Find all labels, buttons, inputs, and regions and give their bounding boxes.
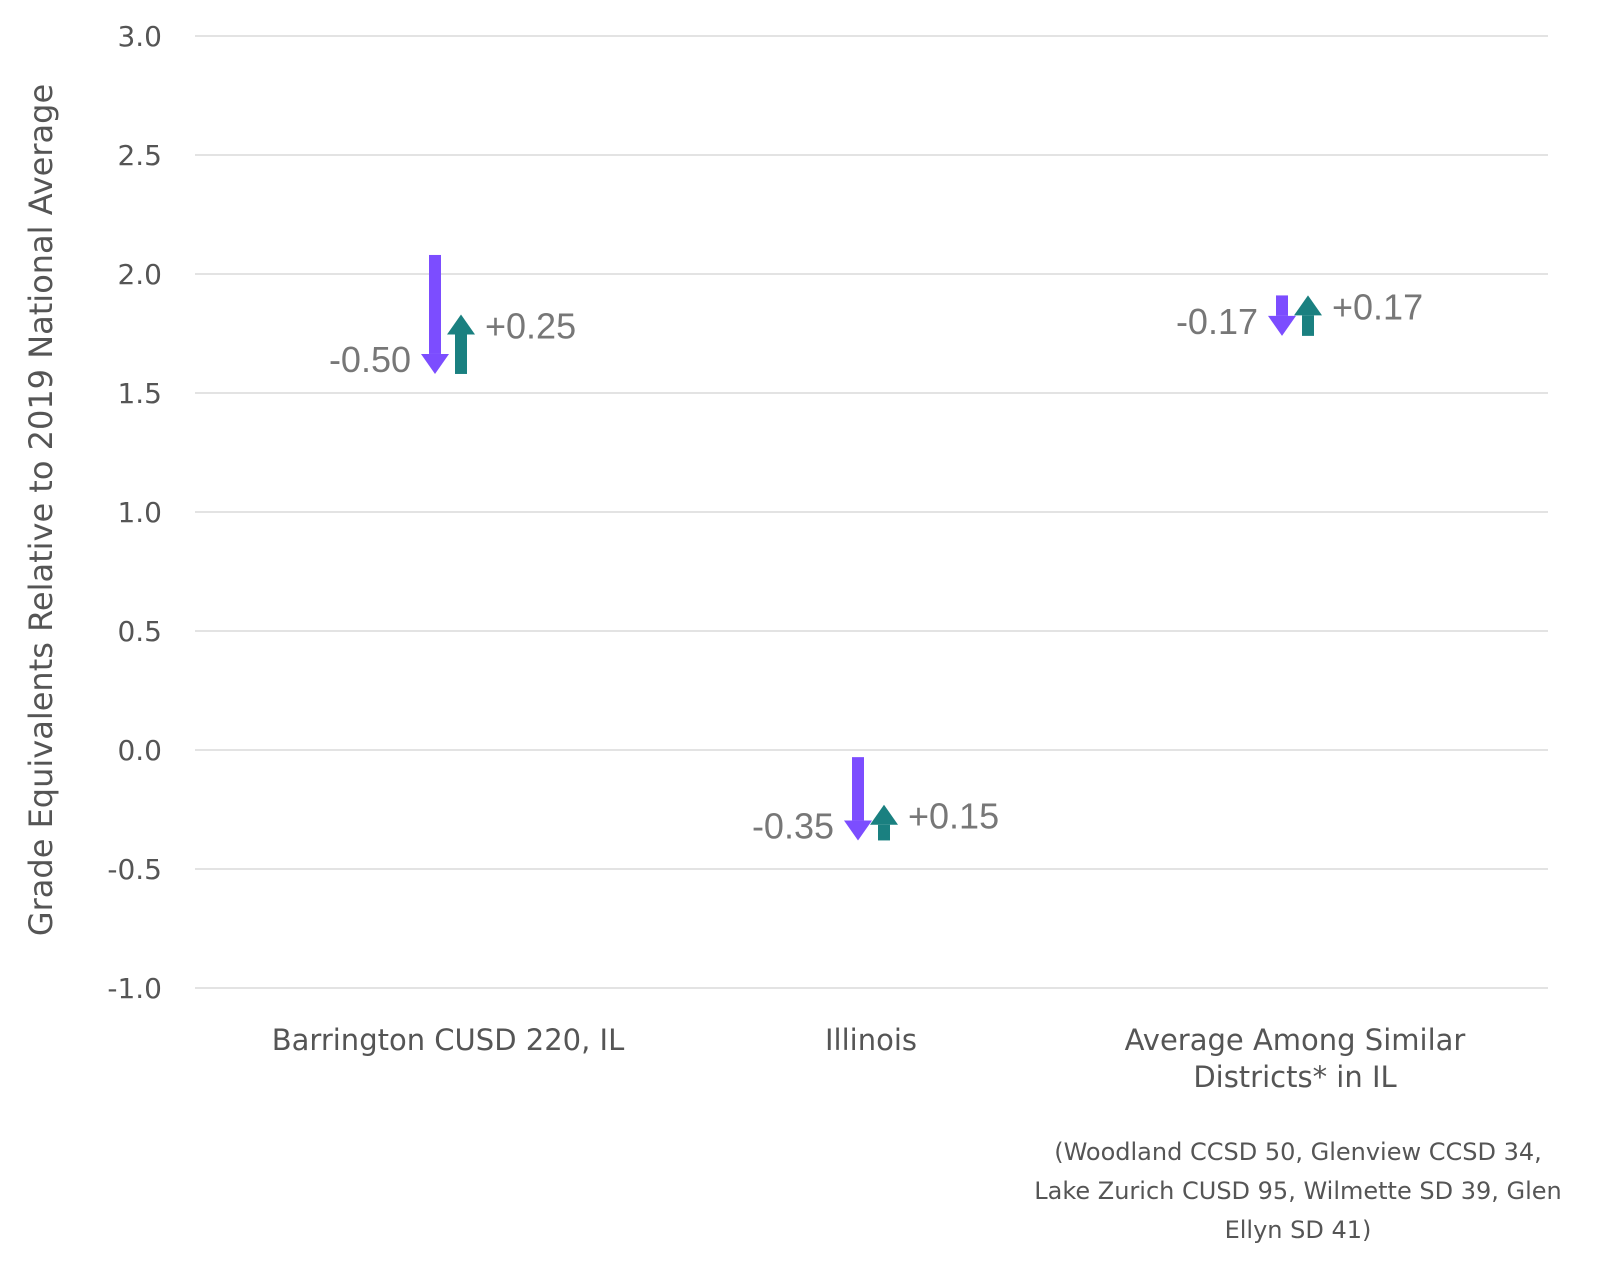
recovery-value-label: +0.17 <box>1332 286 1423 327</box>
category-label: Illinois <box>825 1023 917 1057</box>
y-tick-label: 1.0 <box>117 496 162 529</box>
arrow-series: -0.50 +0.25 -0.35 +0.15 -0.17 +0.17 <box>329 254 1423 846</box>
decline-value-label: -0.35 <box>752 805 834 846</box>
recovery-arrow <box>870 804 898 841</box>
y-axis-label: Grade Equivalents Relative to 2019 Natio… <box>22 84 60 936</box>
decline-value-label: -0.50 <box>329 339 411 380</box>
category-label: Districts* in IL <box>1193 1060 1396 1094</box>
y-tick-label: 0.0 <box>117 734 162 767</box>
recovery-arrow <box>1294 295 1322 336</box>
y-tick-label: 2.0 <box>117 258 162 291</box>
decline-value-label: -0.17 <box>1176 301 1258 342</box>
y-tick-label: 1.5 <box>117 377 162 410</box>
y-tick-label: -1.0 <box>107 972 162 1005</box>
decline-arrow <box>844 757 872 841</box>
recovery-value-label: +0.25 <box>485 305 576 346</box>
recovery-arrow <box>447 314 475 374</box>
y-tick-label: 0.5 <box>117 615 162 648</box>
footnote-line: Ellyn SD 41) <box>1225 1216 1372 1244</box>
recovery-value-label: +0.15 <box>908 796 999 837</box>
x-axis-categories: Barrington CUSD 220, IL Illinois Average A… <box>272 1023 1466 1094</box>
category-label: Average Among Similar <box>1125 1023 1466 1057</box>
y-tick-label: 3.0 <box>117 20 162 53</box>
y-tick-label: -0.5 <box>107 853 162 886</box>
gridlines <box>195 35 1548 989</box>
footnote: (Woodland CCSD 50, Glenview CCSD 34, Lake… <box>1034 1138 1561 1244</box>
decline-arrow <box>421 254 449 374</box>
category-label: Barrington CUSD 220, IL <box>272 1023 625 1057</box>
decline-arrow <box>1268 295 1296 336</box>
footnote-line: Lake Zurich CUSD 95, Wilmette SD 39, Gle… <box>1034 1177 1561 1205</box>
y-tick-label: 2.5 <box>117 139 162 172</box>
footnote-line: (Woodland CCSD 50, Glenview CCSD 34, <box>1054 1138 1542 1166</box>
y-axis-ticks: 3.0 2.5 2.0 1.5 1.0 0.5 0.0 -0.5 -1.0 <box>107 20 162 1005</box>
